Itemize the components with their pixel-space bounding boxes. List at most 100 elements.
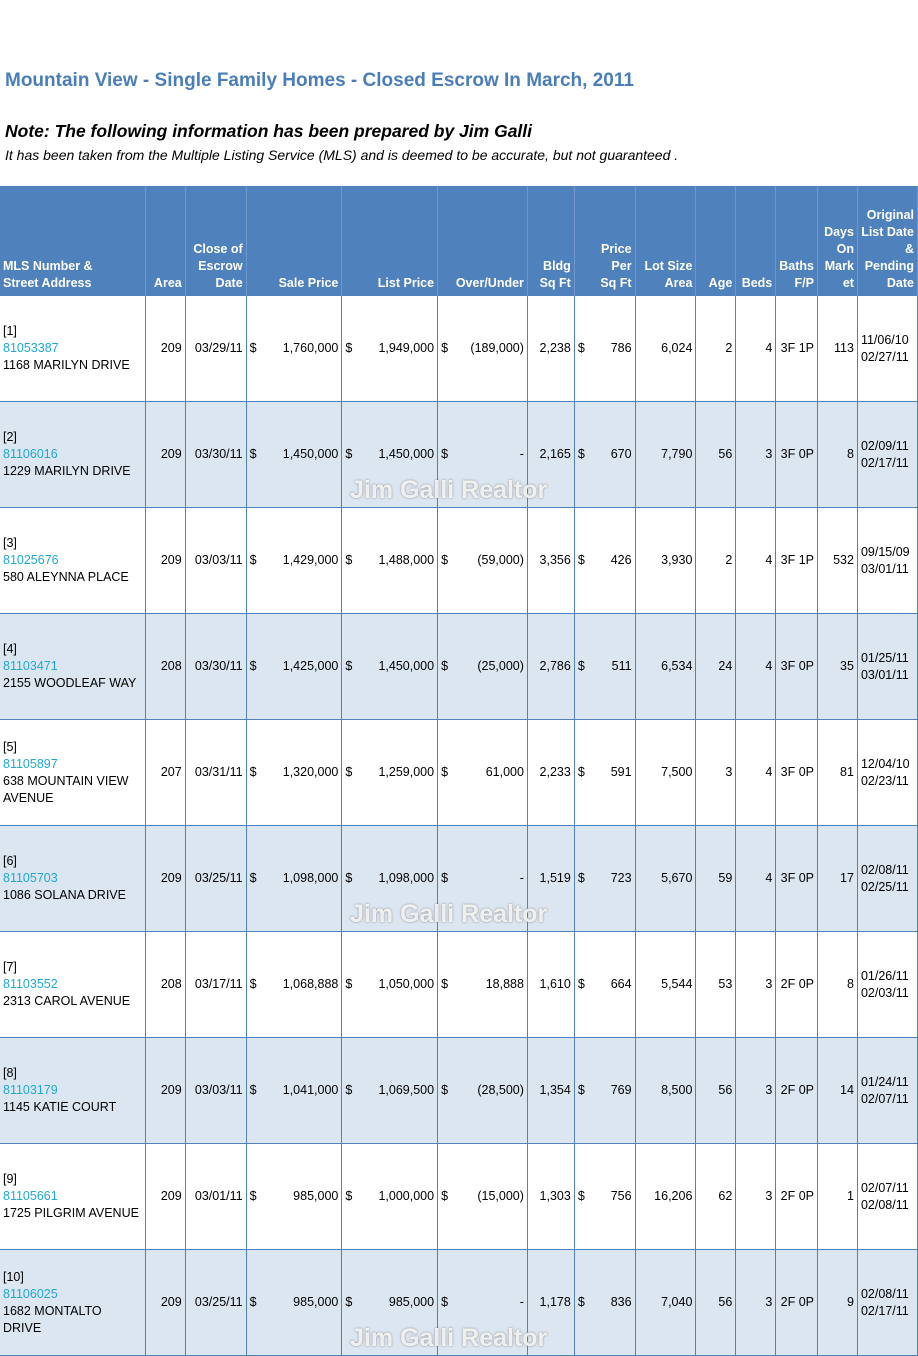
- table-row: [10] 81106025 1682 MONTALTO DRIVE 209 03/25/…: [0, 1249, 918, 1356]
- over-under-cell-value: 61,000: [485, 765, 524, 779]
- street-address: 1229 MARILYN DRIVE: [3, 464, 131, 478]
- sale-price-cell-value: 985,000: [293, 1295, 339, 1309]
- over-under-cell: $ (15,000): [437, 1143, 528, 1250]
- mls-address-cell: [8] 81103179 1145 KATIE COURT: [0, 1037, 146, 1144]
- currency-symbol: $: [441, 553, 449, 567]
- beds-cell: 4: [735, 825, 777, 932]
- currency-symbol: $: [345, 341, 353, 355]
- dates-cell: 01/26/11 02/03/11: [857, 931, 918, 1038]
- baths-cell: 3F 0P: [775, 825, 818, 932]
- currency-symbol: $: [577, 1189, 585, 1203]
- currency-symbol: $: [577, 977, 585, 991]
- row-index: [2]: [3, 430, 17, 444]
- over-under-cell-value: -: [519, 447, 524, 461]
- over-under-cell: $ (25,000): [437, 613, 528, 720]
- currency-symbol: $: [345, 553, 353, 567]
- currency-symbol: $: [345, 1295, 353, 1309]
- mls-number-link[interactable]: 81103179: [3, 1083, 58, 1097]
- age-cell: 59: [695, 825, 737, 932]
- days-on-market-cell: 14: [817, 1037, 858, 1144]
- close-date-cell: 03/25/11: [185, 825, 247, 932]
- header-close-date: Close of Escrow Date: [185, 186, 247, 296]
- price-per-sqft-cell: $769: [574, 1037, 636, 1144]
- currency-symbol: $: [577, 765, 585, 779]
- mls-number-link[interactable]: 81105897: [3, 756, 58, 771]
- header-price-per-sqft: Price Per Sq Ft: [574, 186, 636, 296]
- table-row: [8] 81103179 1145 KATIE COURT 209 03/03/11 $1…: [0, 1037, 918, 1144]
- sale-price-cell-value: 1,320,000: [282, 765, 339, 779]
- mls-number-link[interactable]: 81106025: [3, 1286, 58, 1301]
- sale-price-cell-value: 1,450,000: [282, 447, 339, 461]
- table-row: [9] 81105661 1725 PILGRIM AVENUE 209 03/01/1…: [0, 1143, 918, 1250]
- currency-symbol: $: [249, 977, 257, 991]
- currency-symbol: $: [345, 765, 353, 779]
- lot-size-cell: 7,500: [635, 719, 697, 826]
- beds-cell: 4: [735, 613, 777, 720]
- dates-cell: 11/06/10 02/27/11: [857, 296, 918, 402]
- baths-cell: 2F 0P: [775, 1037, 818, 1144]
- list-price-cell-value: 1,450,000: [378, 447, 435, 461]
- street-address: 1168 MARILYN DRIVE: [3, 358, 130, 372]
- currency-symbol: $: [441, 1295, 449, 1309]
- original-list-date: 02/09/11: [860, 438, 909, 453]
- mls-number-link[interactable]: 81053387: [3, 341, 59, 355]
- table-row: [7] 81103552 2313 CAROL AVENUE 208 03/17/11 $…: [0, 931, 918, 1038]
- close-date-cell: 03/30/11: [185, 613, 247, 720]
- price-per-sqft-cell-value: 769: [610, 1083, 632, 1097]
- list-price-cell-value: 1,949,000: [378, 341, 435, 355]
- beds-cell: 3: [735, 931, 777, 1038]
- beds-cell: 4: [735, 296, 777, 402]
- table-row: [6] 81105703 1086 SOLANA DRIVE 209 03/25/11 $…: [0, 825, 918, 932]
- close-date-cell: 03/03/11: [185, 1037, 247, 1144]
- list-price-cell: $1,069,500: [341, 1037, 439, 1144]
- area-cell: 209: [145, 296, 186, 402]
- original-list-date: 01/25/11: [860, 650, 909, 665]
- bldg-sqft-cell: 1,354: [527, 1037, 575, 1144]
- over-under-cell-value: (15,000): [477, 1189, 524, 1203]
- price-per-sqft-cell-value: 723: [610, 871, 632, 885]
- over-under-cell: $61,000: [437, 719, 528, 826]
- lot-size-cell: 7,790: [635, 401, 697, 508]
- currency-symbol: $: [249, 1189, 257, 1203]
- dates-cell: 12/04/10 02/23/11: [857, 719, 918, 826]
- age-cell: 24: [695, 613, 737, 720]
- area-cell: 208: [145, 931, 186, 1038]
- header-baths: Baths F/P: [775, 186, 818, 296]
- sale-price-cell: $1,429,000: [246, 507, 343, 614]
- dates-cell: 01/25/11 03/01/11: [857, 613, 918, 720]
- currency-symbol: $: [441, 1189, 449, 1203]
- currency-symbol: $: [441, 447, 449, 461]
- age-cell: 56: [695, 401, 737, 508]
- price-per-sqft-cell: $426: [574, 507, 636, 614]
- mls-number-link[interactable]: 81103552: [3, 977, 58, 991]
- mls-number-link[interactable]: 81105661: [3, 1189, 58, 1203]
- price-per-sqft-cell: $756: [574, 1143, 636, 1250]
- area-cell: 209: [145, 1249, 186, 1356]
- list-price-cell-value: 1,259,000: [378, 765, 435, 779]
- price-per-sqft-cell-value: 836: [610, 1295, 632, 1309]
- mls-number-link[interactable]: 81025676: [3, 553, 59, 567]
- lot-size-cell: 3,930: [635, 507, 697, 614]
- list-price-cell-value: 1,488,000: [378, 553, 435, 567]
- row-index: [1]: [3, 324, 17, 338]
- header-bldg-sqft: Bldg Sq Ft: [527, 186, 575, 296]
- close-date-cell: 03/30/11: [185, 401, 247, 508]
- over-under-cell: $ -: [437, 825, 528, 932]
- header-sale-price: Sale Price: [246, 186, 343, 296]
- age-cell: 2: [695, 296, 737, 402]
- lot-size-cell: 5,544: [635, 931, 697, 1038]
- mls-number-link[interactable]: 81105703: [3, 871, 58, 885]
- area-cell: 209: [145, 825, 186, 932]
- currency-symbol: $: [345, 1189, 353, 1203]
- pending-date: 02/17/11: [860, 1303, 909, 1318]
- page-title: Mountain View - Single Family Homes - Cl…: [5, 70, 634, 91]
- currency-symbol: $: [249, 1295, 257, 1309]
- mls-number-link[interactable]: 81106016: [3, 447, 58, 461]
- original-list-date: 11/06/10: [860, 332, 909, 347]
- mls-number-link[interactable]: 81103471: [3, 659, 58, 673]
- dates-cell: 02/09/11 02/17/11: [857, 401, 918, 508]
- sale-price-cell-value: 1,068,888: [282, 977, 339, 991]
- beds-cell: 3: [735, 401, 777, 508]
- sale-price-cell: $1,450,000: [246, 401, 343, 508]
- street-address: 580 ALEYNNA PLACE: [3, 570, 129, 584]
